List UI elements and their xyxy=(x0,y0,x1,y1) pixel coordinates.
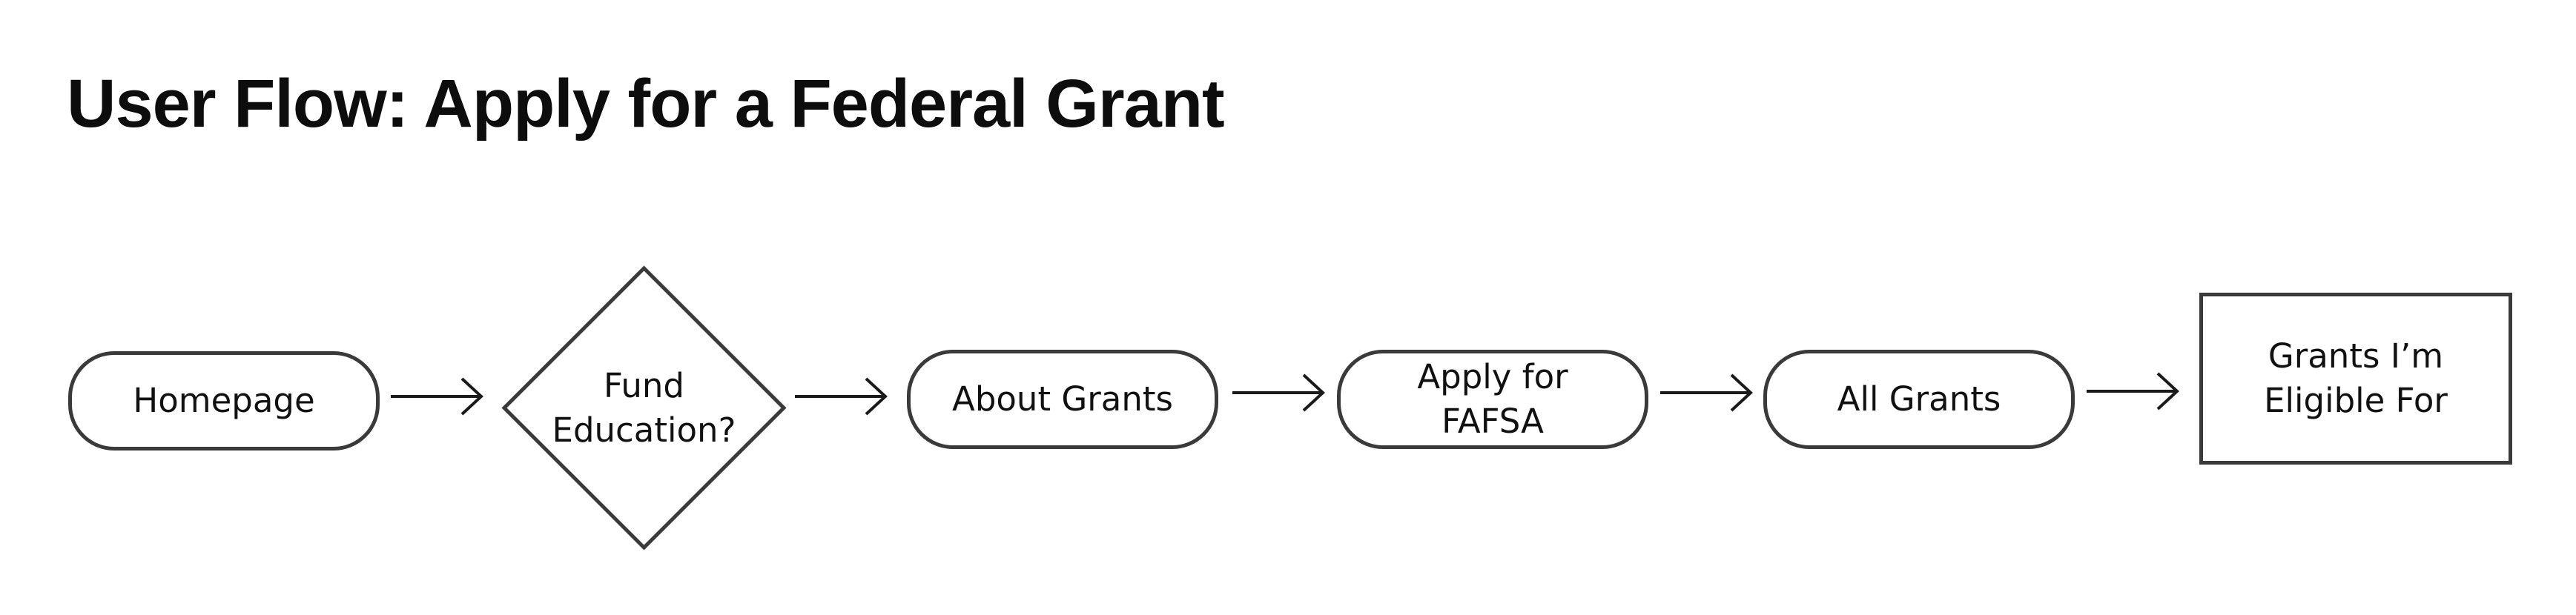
diamond-shape xyxy=(501,265,787,551)
flow-node-label: Grants I’m Eligible For xyxy=(2264,336,2448,420)
flow-node-label: Apply for FAFSA xyxy=(1417,357,1568,441)
flow-arrow xyxy=(1660,373,1753,412)
flow-node-apply-for-fafsa: Apply for FAFSA xyxy=(1337,350,1648,449)
flow-arrow xyxy=(795,377,888,416)
flow-node-label: Fund Education? xyxy=(552,365,736,450)
flow-node-homepage: Homepage xyxy=(68,351,380,451)
page-title: User Flow: Apply for a Federal Grant xyxy=(67,66,1225,142)
flow-arrow xyxy=(1232,373,1325,412)
flow-node-label: All Grants xyxy=(1837,379,2001,419)
flow-node-grants-eligible-for: Grants I’m Eligible For xyxy=(2199,293,2512,465)
flow-arrow xyxy=(391,377,483,416)
flow-node-all-grants: All Grants xyxy=(1763,350,2075,449)
flow-node-label: Homepage xyxy=(133,381,315,420)
flow-node-fund-education-decision: Fund Education? xyxy=(501,265,787,551)
flow-node-label: About Grants xyxy=(952,379,1173,419)
flow-arrow xyxy=(2087,372,2179,410)
flow-node-about-grants: About Grants xyxy=(907,350,1218,449)
